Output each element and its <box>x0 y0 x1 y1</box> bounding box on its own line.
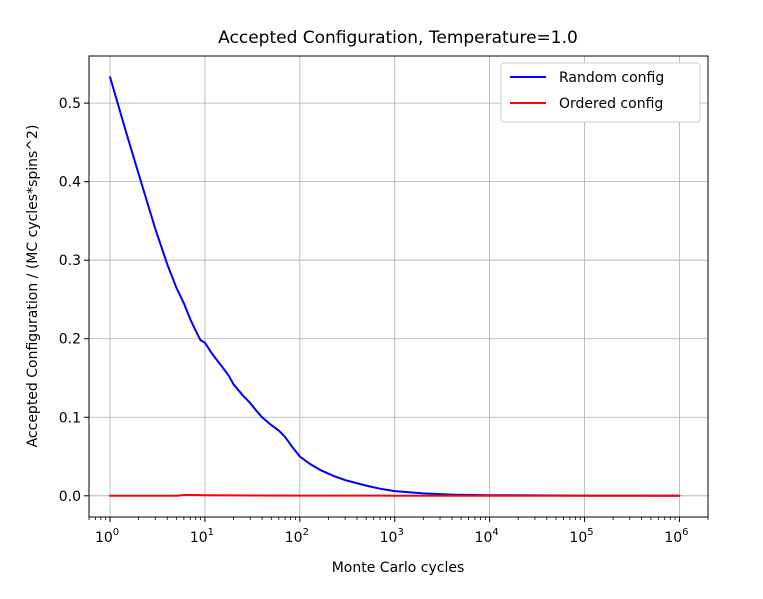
x-tick-label: 104 <box>475 527 499 546</box>
y-tick-label: 0.3 <box>59 253 81 269</box>
y-axis-ticks: 0.0 0.1 0.2 0.3 0.4 0.5 <box>59 96 89 505</box>
x-tick-label: 101 <box>190 527 214 546</box>
series-line-random-config <box>109 76 681 497</box>
y-tick-label: 0.1 <box>59 410 81 426</box>
legend-label: Ordered config <box>559 96 663 112</box>
series-lines <box>109 76 681 497</box>
y-tick-label: 0.5 <box>59 96 81 112</box>
y-axis-label: Accepted Configuration / (MC cycles*spin… <box>25 125 41 448</box>
series-line-ordered-config <box>109 494 681 497</box>
x-tick-label: 100 <box>95 527 119 546</box>
plot-area-frame <box>88 55 709 518</box>
y-tick-label: 0.2 <box>59 332 81 348</box>
legend-label: Random config <box>559 70 664 86</box>
y-tick-label: 0.4 <box>59 175 81 191</box>
y-tick-label: 0.0 <box>59 489 81 505</box>
grid-lines <box>89 56 708 517</box>
chart-title: Accepted Configuration, Temperature=1.0 <box>218 28 578 48</box>
x-tick-label: 106 <box>664 527 688 546</box>
x-axis-ticks: 100 101 102 103 104 105 106 <box>88 517 709 546</box>
x-tick-label: 105 <box>569 527 593 546</box>
legend: Random config Ordered config <box>500 62 701 123</box>
x-tick-label: 103 <box>380 527 404 546</box>
x-axis-label: Monte Carlo cycles <box>332 560 465 576</box>
x-tick-label: 102 <box>285 527 309 546</box>
legend-box <box>500 62 701 123</box>
